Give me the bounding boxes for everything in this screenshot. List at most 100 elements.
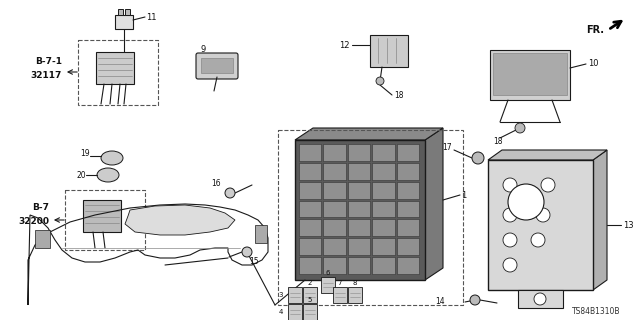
- Bar: [299, 201, 321, 217]
- Bar: [372, 257, 395, 274]
- Bar: [348, 220, 370, 236]
- Text: 16: 16: [211, 179, 221, 188]
- Text: 5: 5: [308, 297, 312, 303]
- Circle shape: [376, 77, 384, 85]
- Bar: [96, 52, 134, 84]
- Text: 32200: 32200: [18, 218, 49, 227]
- Bar: [348, 144, 370, 161]
- Bar: [372, 163, 395, 180]
- Circle shape: [225, 188, 235, 198]
- Circle shape: [541, 178, 555, 192]
- Text: 18: 18: [493, 138, 503, 147]
- Text: 7: 7: [338, 280, 342, 286]
- Polygon shape: [488, 150, 607, 160]
- Bar: [303, 304, 317, 320]
- Bar: [288, 304, 302, 320]
- Bar: [493, 53, 567, 95]
- Text: 1: 1: [461, 190, 467, 199]
- Bar: [125, 9, 130, 15]
- Bar: [348, 182, 370, 199]
- Text: 9: 9: [200, 44, 205, 53]
- Polygon shape: [125, 205, 235, 235]
- Bar: [397, 144, 419, 161]
- Bar: [397, 182, 419, 199]
- Polygon shape: [295, 128, 443, 140]
- Bar: [295, 140, 425, 280]
- Bar: [118, 9, 123, 15]
- Bar: [201, 58, 233, 73]
- Text: 4: 4: [278, 309, 283, 315]
- Bar: [115, 15, 133, 29]
- Bar: [299, 144, 321, 161]
- Bar: [348, 238, 370, 255]
- Circle shape: [242, 247, 252, 257]
- Bar: [323, 182, 346, 199]
- Circle shape: [503, 208, 517, 222]
- Text: 10: 10: [588, 60, 598, 68]
- Bar: [65, 190, 145, 250]
- Bar: [397, 257, 419, 274]
- Bar: [78, 40, 158, 105]
- Bar: [348, 287, 362, 303]
- Bar: [348, 163, 370, 180]
- Text: 15: 15: [249, 258, 259, 267]
- Bar: [323, 257, 346, 274]
- Text: 8: 8: [353, 280, 357, 286]
- Circle shape: [515, 123, 525, 133]
- Text: 20: 20: [76, 171, 86, 180]
- Circle shape: [503, 233, 517, 247]
- Text: 32117: 32117: [31, 71, 62, 81]
- Bar: [518, 290, 563, 308]
- Bar: [333, 287, 347, 303]
- Bar: [35, 230, 50, 248]
- Text: 18: 18: [394, 91, 403, 100]
- Text: 3: 3: [278, 292, 283, 298]
- Bar: [323, 201, 346, 217]
- Circle shape: [531, 233, 545, 247]
- Bar: [397, 220, 419, 236]
- Circle shape: [534, 293, 546, 305]
- Bar: [323, 220, 346, 236]
- Bar: [372, 201, 395, 217]
- Bar: [321, 277, 335, 293]
- Text: B-7-1: B-7-1: [35, 58, 62, 67]
- Text: FR.: FR.: [586, 25, 604, 35]
- Text: 11: 11: [146, 12, 157, 21]
- Text: 14: 14: [435, 298, 445, 307]
- Bar: [372, 220, 395, 236]
- Text: 13: 13: [623, 220, 634, 229]
- Circle shape: [503, 178, 517, 192]
- Bar: [323, 163, 346, 180]
- Polygon shape: [425, 128, 443, 280]
- Text: 6: 6: [326, 270, 330, 276]
- Circle shape: [472, 152, 484, 164]
- Bar: [303, 287, 317, 303]
- Bar: [397, 163, 419, 180]
- Bar: [323, 144, 346, 161]
- Bar: [372, 182, 395, 199]
- Bar: [299, 182, 321, 199]
- Text: 12: 12: [339, 41, 350, 50]
- Bar: [255, 225, 267, 243]
- Circle shape: [503, 258, 517, 272]
- Bar: [299, 238, 321, 255]
- Bar: [299, 220, 321, 236]
- Bar: [299, 257, 321, 274]
- Bar: [299, 163, 321, 180]
- Text: 17: 17: [442, 143, 452, 153]
- Bar: [83, 200, 121, 232]
- Bar: [490, 50, 570, 100]
- Bar: [397, 238, 419, 255]
- Bar: [397, 201, 419, 217]
- Bar: [323, 238, 346, 255]
- Circle shape: [536, 208, 550, 222]
- Bar: [348, 257, 370, 274]
- Text: TS84B1310B: TS84B1310B: [572, 308, 620, 316]
- Ellipse shape: [101, 151, 123, 165]
- Circle shape: [508, 184, 544, 220]
- Text: 19: 19: [81, 149, 90, 158]
- Bar: [348, 201, 370, 217]
- Bar: [372, 144, 395, 161]
- Text: B-7: B-7: [32, 204, 49, 212]
- Polygon shape: [593, 150, 607, 290]
